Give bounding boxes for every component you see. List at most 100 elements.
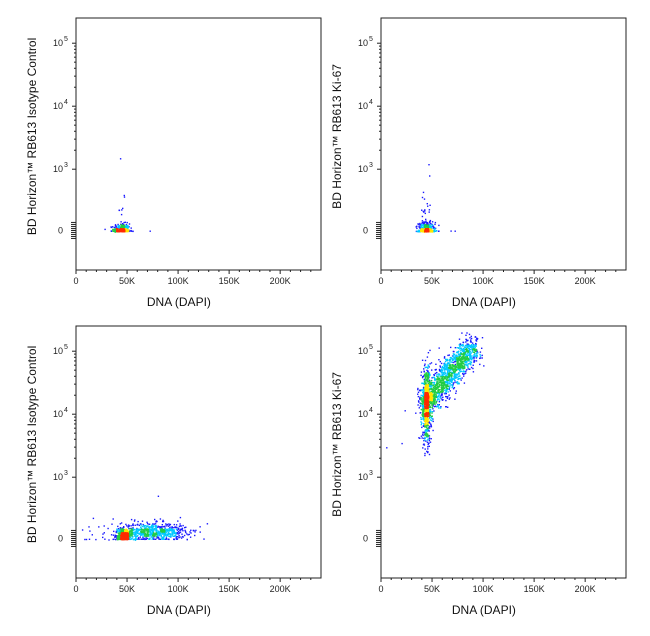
data-point (451, 379, 453, 382)
data-point (126, 533, 128, 535)
data-point (430, 225, 432, 227)
data-point (427, 442, 430, 444)
data-point (451, 377, 453, 379)
data-point (447, 354, 449, 357)
y-tick-label: 10 (358, 164, 368, 174)
data-point (166, 533, 168, 536)
data-point (127, 537, 130, 540)
data-point (417, 391, 420, 393)
y-tick-exponent: 5 (369, 36, 373, 43)
data-point (419, 412, 421, 414)
data-point (178, 529, 181, 531)
data-point (103, 525, 105, 527)
data-point (428, 382, 430, 384)
data-point (150, 536, 152, 538)
data-point (139, 536, 141, 538)
data-point (425, 374, 427, 377)
data-point (129, 535, 131, 538)
data-point (120, 224, 123, 226)
data-point (119, 158, 122, 160)
data-point (173, 531, 176, 534)
data-point (449, 371, 451, 373)
data-point (145, 537, 147, 539)
data-point (154, 525, 156, 527)
data-point (420, 230, 422, 232)
x-tick-label: 200K (270, 276, 291, 286)
data-point (146, 535, 148, 538)
data-point (447, 366, 449, 368)
data-point (444, 374, 446, 376)
data-point (461, 364, 463, 366)
data-point (443, 364, 445, 366)
data-point (435, 386, 437, 389)
data-point (454, 375, 456, 377)
data-point (473, 351, 476, 354)
data-point (437, 379, 439, 381)
data-point (429, 222, 431, 224)
data-point (436, 376, 439, 378)
data-point (434, 398, 436, 400)
data-point (145, 534, 148, 536)
data-point (146, 534, 148, 536)
data-point (469, 354, 472, 356)
data-point (475, 339, 477, 341)
data-point (427, 205, 429, 207)
data-point (428, 430, 430, 432)
data-point (172, 529, 174, 531)
data-point (431, 411, 434, 413)
data-point (462, 373, 465, 375)
data-point (190, 532, 192, 534)
data-point (424, 391, 426, 393)
data-point (178, 536, 180, 539)
data-point (461, 332, 463, 334)
data-point (425, 378, 427, 381)
data-point (172, 535, 175, 537)
data-point (473, 356, 476, 358)
data-point (425, 440, 427, 442)
data-point (175, 531, 177, 534)
data-point (424, 423, 426, 425)
data-point (129, 533, 131, 535)
data-point (182, 524, 184, 527)
data-point (181, 533, 183, 535)
data-point (130, 227, 132, 229)
data-point (426, 376, 428, 379)
data-point (419, 402, 421, 404)
data-point (116, 537, 119, 539)
data-point (436, 381, 438, 383)
data-point (472, 346, 475, 349)
data-point (443, 372, 445, 374)
data-point (448, 368, 450, 371)
data-point (431, 382, 433, 384)
data-point (475, 354, 478, 357)
data-point (456, 373, 458, 375)
data-point (459, 354, 462, 356)
data-point (453, 376, 455, 378)
data-point (464, 347, 466, 349)
data-point (175, 537, 177, 539)
data-point (466, 332, 468, 334)
data-point (426, 407, 428, 409)
data-point (425, 221, 427, 224)
plot-frame (75, 17, 322, 271)
data-point (418, 407, 420, 409)
data-point (461, 365, 463, 368)
y-tick-exponent: 5 (64, 344, 68, 351)
data-point (167, 529, 169, 532)
data-point (466, 350, 468, 352)
data-point (434, 379, 436, 381)
data-point (427, 371, 430, 374)
data-point (420, 228, 422, 230)
data-point (473, 348, 475, 351)
data-point (421, 422, 423, 424)
data-point (419, 437, 421, 439)
data-point (423, 221, 425, 223)
data-point (107, 527, 109, 530)
data-point (422, 390, 424, 392)
data-point (419, 389, 421, 391)
data-point (170, 528, 172, 530)
data-point (455, 392, 457, 394)
data-point (466, 364, 468, 367)
data-point (425, 406, 428, 408)
data-point (440, 406, 442, 408)
